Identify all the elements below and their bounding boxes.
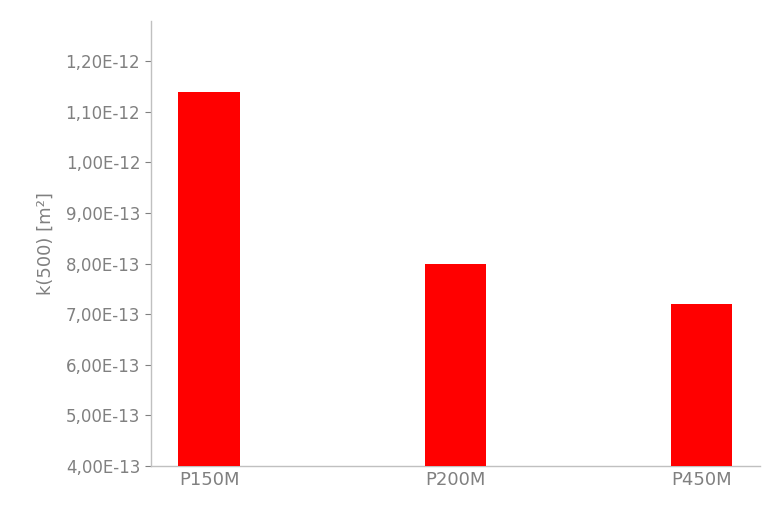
Bar <box>425 264 486 520</box>
Bar <box>178 92 240 520</box>
Y-axis label: k(500) [m²]: k(500) [m²] <box>37 192 55 295</box>
Bar <box>671 304 733 520</box>
